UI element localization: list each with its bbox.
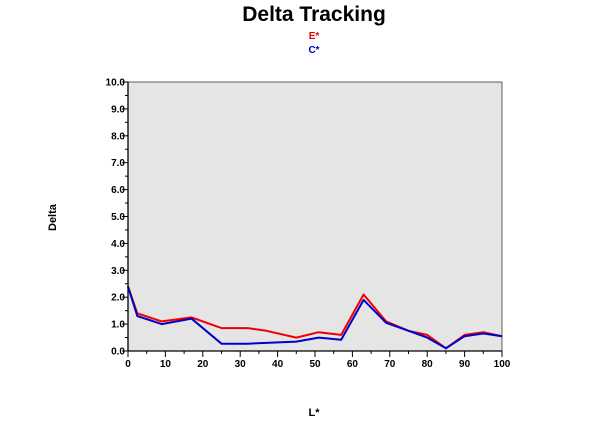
x-tick-label: 70 <box>384 359 396 370</box>
y-tick-label: 0.0 <box>111 347 125 358</box>
x-tick-label: 10 <box>160 359 172 370</box>
chart-title: Delta Tracking <box>242 3 386 26</box>
x-tick-label: 0 <box>125 359 131 370</box>
legend-entry-c: C* <box>308 45 320 56</box>
y-tick-label: 1.0 <box>111 320 125 331</box>
y-tick-label: 10.0 <box>106 78 126 89</box>
x-axis-ticks: 0 10 20 30 40 50 60 70 80 90 100 <box>125 351 511 370</box>
y-tick-label: 9.0 <box>111 104 125 115</box>
y-tick-label: 3.0 <box>111 266 125 277</box>
x-tick-label: 20 <box>197 359 209 370</box>
y-tick-label: 8.0 <box>111 131 125 142</box>
y-tick-label: 7.0 <box>111 158 125 169</box>
series-line-c <box>127 286 503 350</box>
y-tick-label: 6.0 <box>111 185 125 196</box>
y-axis-ticks: 0.0 1.0 2.0 3.0 4.0 5.0 6.0 7.0 8.0 9.0 10.0 <box>106 78 128 358</box>
x-axis-label: L* <box>308 407 320 419</box>
y-tick-label: 5.0 <box>111 212 125 223</box>
legend-entry-e: E* <box>308 31 320 42</box>
series-layer <box>127 286 503 350</box>
x-tick-label: 80 <box>422 359 434 370</box>
x-tick-label: 60 <box>347 359 359 370</box>
x-tick-label: 90 <box>459 359 471 370</box>
x-tick-label: 40 <box>272 359 284 370</box>
y-tick-label: 4.0 <box>111 239 125 250</box>
x-tick-label: 50 <box>309 359 321 370</box>
x-tick-label: 30 <box>235 359 247 370</box>
y-tick-label: 2.0 <box>111 293 125 304</box>
plot-area <box>127 81 503 352</box>
x-tick-label: 100 <box>494 359 511 370</box>
